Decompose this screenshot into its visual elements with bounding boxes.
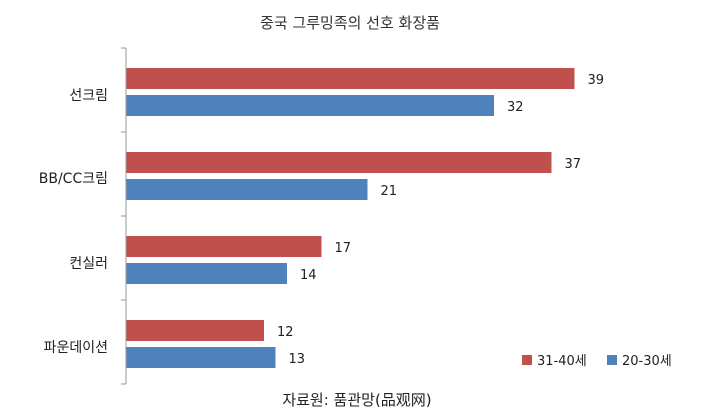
data-label: 17 xyxy=(335,241,352,256)
bar[interactable] xyxy=(126,347,276,368)
data-label: 14 xyxy=(300,268,317,283)
bar[interactable] xyxy=(126,152,552,173)
source-note: 자료원: 품관망(品观网) xyxy=(282,391,431,409)
bar[interactable] xyxy=(126,95,494,116)
data-label: 37 xyxy=(565,157,582,172)
chart-title: 중국 그루밍족의 선호 화장품 xyxy=(260,14,440,32)
legend-swatch xyxy=(522,355,532,365)
bar[interactable] xyxy=(126,236,322,257)
legend: 31-40세 20-30세 xyxy=(522,354,672,369)
category-label: 컨실러 xyxy=(69,256,108,272)
category-label: 파운데이션 xyxy=(44,340,108,356)
bar[interactable] xyxy=(126,320,264,341)
category-label: 선크림 xyxy=(69,88,108,104)
data-label: 32 xyxy=(507,100,524,115)
bar[interactable] xyxy=(126,68,575,89)
bar[interactable] xyxy=(126,179,368,200)
bar[interactable] xyxy=(126,263,287,284)
data-label: 13 xyxy=(289,352,306,367)
data-label: 12 xyxy=(277,325,294,340)
legend-swatch xyxy=(607,355,617,365)
category-label: BB/CC크림 xyxy=(39,171,108,187)
data-label: 21 xyxy=(381,184,398,199)
data-label: 39 xyxy=(588,73,605,88)
legend-label: 20-30세 xyxy=(622,354,672,369)
legend-label: 31-40세 xyxy=(537,354,587,369)
